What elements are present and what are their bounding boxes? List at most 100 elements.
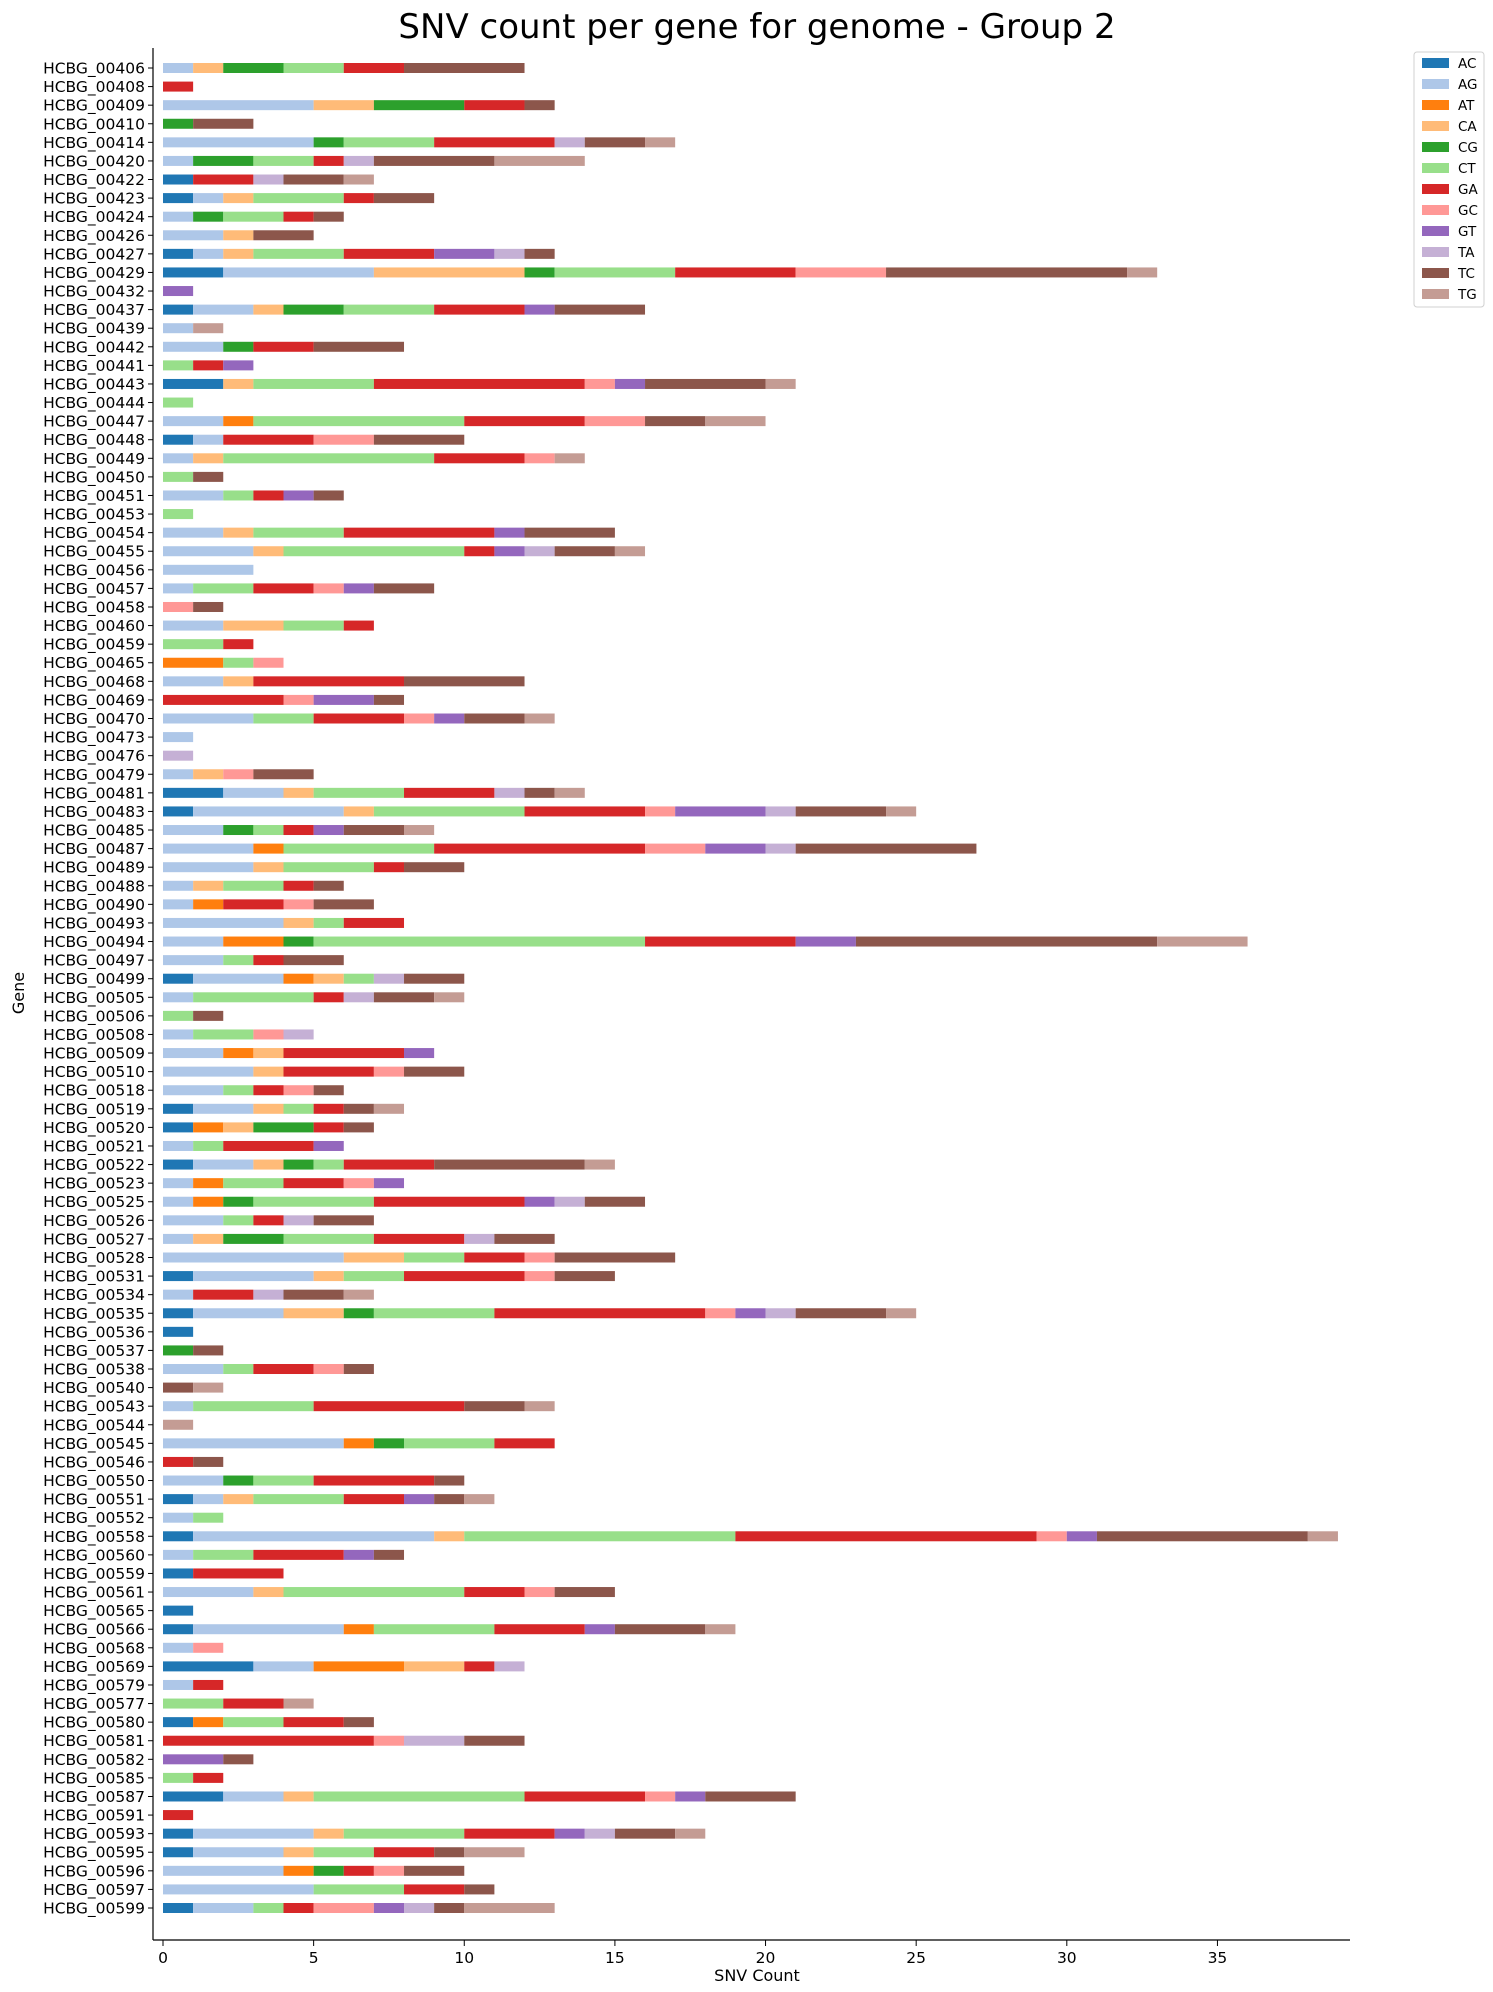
bar-segment-ta bbox=[253, 1289, 284, 1300]
bar-segment-ca bbox=[283, 1791, 314, 1802]
bar-segment-tc bbox=[193, 471, 224, 482]
bar-segment-ta bbox=[464, 1233, 495, 1244]
bar-segment-ca bbox=[223, 1494, 254, 1505]
bar-segment-gc bbox=[223, 769, 254, 780]
bar-segment-gt bbox=[584, 1624, 615, 1635]
bar-segment-ct bbox=[253, 825, 284, 836]
bar-segment-ag bbox=[163, 936, 224, 947]
bar-segment-tg bbox=[163, 1419, 194, 1430]
bar-segment-gt bbox=[373, 1903, 405, 1913]
bar-segment-at bbox=[343, 1624, 374, 1635]
legend-label-tc: TC bbox=[1457, 266, 1475, 282]
bar-segment-ag bbox=[193, 1531, 435, 1542]
bar-segment-ag bbox=[163, 1048, 224, 1059]
bar-segment-tc bbox=[283, 955, 344, 966]
bar-segment-ga bbox=[343, 917, 405, 928]
bar-segment-tc bbox=[524, 787, 555, 798]
y-tick-label: HCBG_00531 bbox=[43, 1268, 145, 1287]
legend-swatch-cg bbox=[1422, 142, 1449, 152]
bar-segment-gt bbox=[434, 713, 465, 724]
y-tick-label: HCBG_00508 bbox=[43, 1026, 145, 1045]
bar-segment-ag bbox=[163, 676, 224, 687]
bar-segment-tc bbox=[554, 546, 615, 557]
y-tick-label: HCBG_00460 bbox=[43, 617, 145, 636]
bar-segment-ct bbox=[253, 1196, 374, 1207]
bar-segment-ga bbox=[343, 1494, 405, 1505]
bar-segment-ag bbox=[163, 1178, 194, 1189]
bar-segment-ta bbox=[253, 174, 284, 185]
x-tick-label: 15 bbox=[605, 1949, 625, 1967]
y-tick-label: HCBG_00597 bbox=[43, 1881, 145, 1900]
bar-segment-gc bbox=[584, 378, 615, 389]
bar-segment-ac bbox=[163, 267, 224, 278]
bar-segment-ga bbox=[283, 825, 314, 836]
bar-segment-ga bbox=[283, 1178, 344, 1189]
bar-segment-cg bbox=[193, 211, 224, 222]
y-tick-label: HCBG_00538 bbox=[43, 1361, 145, 1380]
bar-segment-ct bbox=[253, 193, 344, 204]
x-tick-label: 5 bbox=[309, 1949, 319, 1967]
bar-segment-tg bbox=[343, 1289, 374, 1300]
bar-segment-gc bbox=[343, 1178, 374, 1189]
bar-segment-tc bbox=[404, 973, 465, 984]
bar-segment-ag bbox=[163, 1140, 194, 1151]
bar-segment-ga bbox=[434, 843, 646, 854]
y-tick-label: HCBG_00561 bbox=[43, 1584, 145, 1603]
y-tick-label: HCBG_00487 bbox=[43, 840, 145, 859]
bar-segment-ct bbox=[163, 1698, 224, 1709]
legend-label-ct: CT bbox=[1458, 161, 1476, 177]
y-tick-label: HCBG_00450 bbox=[43, 468, 145, 487]
bar-segment-gc bbox=[313, 1364, 344, 1375]
y-tick-label: HCBG_00493 bbox=[43, 914, 145, 933]
bar-segment-ag bbox=[163, 453, 194, 464]
bar-segment-ag bbox=[193, 1828, 314, 1839]
y-tick-label: HCBG_00468 bbox=[43, 673, 145, 692]
y-tick-label: HCBG_00559 bbox=[43, 1565, 145, 1584]
bar-segment-ct bbox=[223, 1085, 254, 1096]
legend-swatch-ac bbox=[1422, 58, 1449, 68]
bar-segment-ga bbox=[343, 63, 405, 73]
y-tick-label: HCBG_00585 bbox=[43, 1769, 145, 1788]
bar-segment-ct bbox=[163, 1772, 194, 1783]
bar-segment-ag bbox=[163, 732, 194, 743]
bar-segment-ca bbox=[253, 1103, 284, 1114]
bar-segment-ct bbox=[313, 1884, 405, 1895]
bar-segment-ca bbox=[193, 63, 224, 73]
bar-segment-ac bbox=[163, 1159, 194, 1170]
bar-segment-tc bbox=[193, 1345, 224, 1356]
bar-segment-ct bbox=[193, 1549, 254, 1560]
y-tick-label: HCBG_00546 bbox=[43, 1453, 145, 1472]
bar-segment-ct bbox=[223, 657, 254, 668]
bar-segment-gt bbox=[735, 1308, 766, 1319]
bar-segment-at bbox=[193, 1196, 224, 1207]
bar-segment-gt bbox=[494, 546, 525, 557]
y-tick-label: HCBG_00449 bbox=[43, 450, 145, 469]
bar-segment-tg bbox=[886, 806, 917, 817]
bar-segment-tc bbox=[464, 1884, 495, 1895]
bar-segment-gt bbox=[434, 248, 495, 259]
bar-segment-ag bbox=[193, 806, 344, 817]
bar-segment-ac bbox=[163, 1661, 254, 1672]
y-tick-label: HCBG_00410 bbox=[43, 115, 145, 134]
bar-segment-ag bbox=[163, 620, 224, 631]
bar-segment-ct bbox=[313, 1159, 344, 1170]
bar-segment-tc bbox=[464, 1735, 525, 1746]
legend-swatch-ta bbox=[1422, 247, 1449, 257]
bar-segment-tc bbox=[373, 434, 465, 445]
x-tick-label: 35 bbox=[1208, 1949, 1228, 1967]
bar-segment-gc bbox=[373, 1066, 405, 1077]
bar-segment-ag bbox=[193, 304, 254, 315]
bar-segment-ag bbox=[163, 527, 224, 538]
bar-segment-ag bbox=[163, 1884, 314, 1895]
bar-segment-ac bbox=[163, 193, 194, 204]
bar-segment-tc bbox=[343, 1717, 374, 1728]
bar-segment-ga bbox=[645, 936, 796, 947]
bar-segment-ga bbox=[253, 490, 284, 501]
bar-segment-ag bbox=[163, 1587, 254, 1598]
bar-segment-ca bbox=[343, 1252, 405, 1263]
bar-segment-ct bbox=[373, 806, 525, 817]
bar-segment-tg bbox=[705, 416, 766, 427]
bar-segment-ag bbox=[163, 63, 194, 73]
bar-segment-tg bbox=[193, 323, 224, 334]
bar-segment-gt bbox=[614, 378, 646, 389]
